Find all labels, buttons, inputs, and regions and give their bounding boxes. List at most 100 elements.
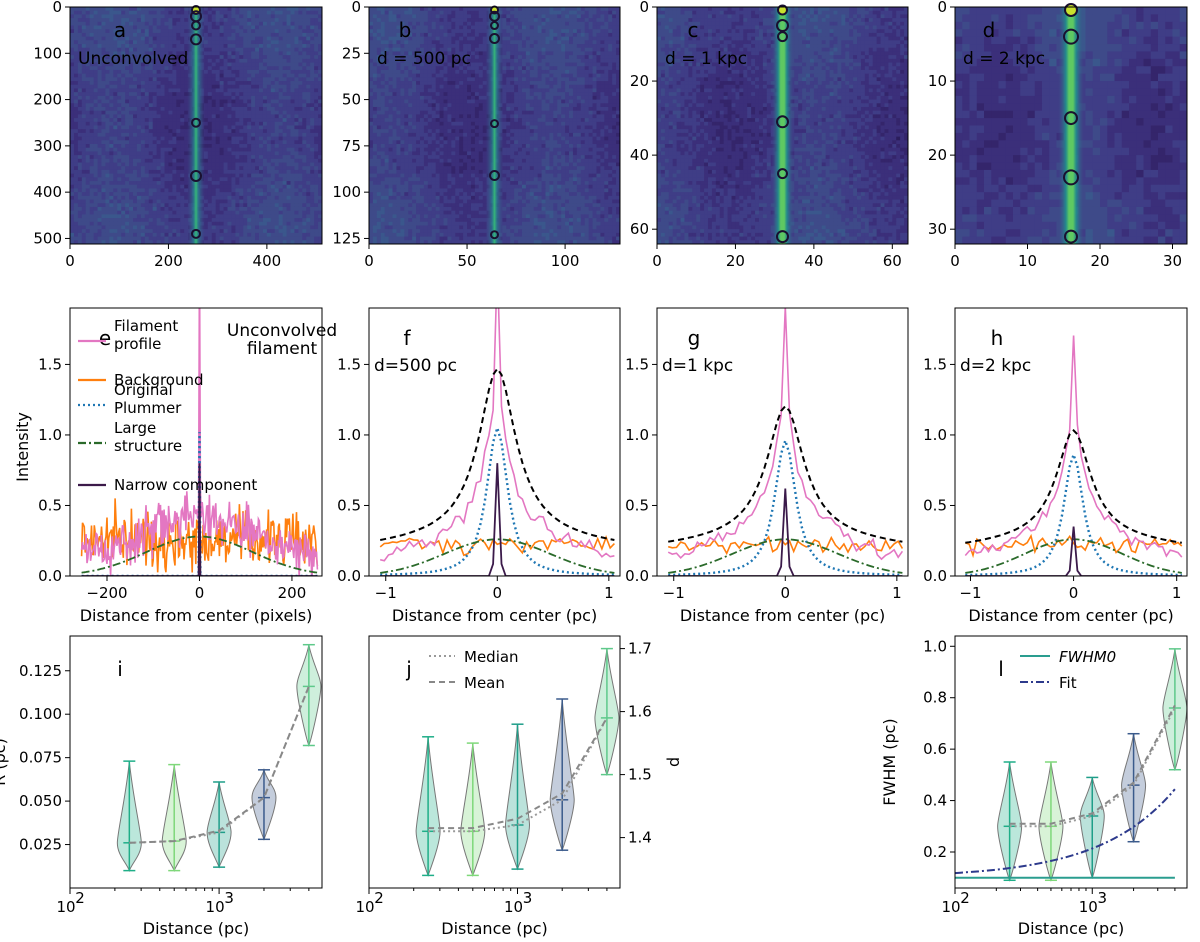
heatmap-cell — [140, 181, 146, 186]
heatmap-cell — [113, 166, 118, 171]
heatmap-cell — [294, 106, 299, 112]
heatmap-cell — [77, 106, 83, 112]
heatmap-cell — [443, 44, 448, 49]
heatmap-cell — [290, 236, 295, 241]
heatmap-cell — [121, 10, 126, 15]
heatmap-cell — [514, 40, 519, 45]
heatmap-cell — [77, 118, 83, 123]
heatmap-cell — [306, 29, 311, 34]
heatmap-cell — [255, 29, 260, 34]
heatmap-cell — [294, 225, 299, 230]
heatmap-cell — [298, 62, 303, 67]
heatmap-cell — [180, 210, 185, 215]
heatmap-cell — [380, 7, 386, 12]
heatmap-cell — [537, 47, 542, 52]
heatmap-cell — [423, 7, 429, 12]
heatmap-cell — [314, 240, 319, 245]
heatmap-cell — [113, 147, 118, 152]
heatmap-cell — [219, 66, 224, 71]
heatmap-cell — [109, 114, 114, 119]
heatmap-cell — [180, 81, 185, 86]
heatmap-cell — [148, 25, 154, 30]
heatmap-cell — [616, 51, 621, 56]
heatmap-cell — [251, 58, 256, 63]
heatmap-cell — [85, 47, 91, 52]
heatmap-cell — [85, 7, 91, 12]
heatmap-cell — [282, 158, 287, 163]
heatmap-cell — [93, 95, 98, 100]
heatmap-cell — [282, 210, 287, 215]
heatmap-cell — [215, 162, 221, 167]
heatmap-cell — [70, 58, 75, 63]
heatmap-cell — [576, 44, 582, 49]
heatmap-cell — [408, 36, 413, 41]
heatmap-cell — [262, 125, 268, 130]
heatmap-cell — [286, 14, 291, 19]
heatmap-cell — [219, 125, 224, 130]
heatmap-cell — [502, 21, 507, 26]
heatmap-cell — [259, 106, 264, 112]
heatmap-cell — [298, 10, 303, 15]
heatmap-cell — [101, 144, 106, 149]
heatmap-cell — [572, 25, 578, 30]
heatmap-cell — [73, 166, 79, 171]
heatmap-cell — [310, 73, 315, 78]
heatmap-cell — [310, 236, 315, 241]
heatmap-cell — [608, 7, 613, 12]
heatmap-cell — [561, 18, 566, 23]
heatmap-cell — [266, 51, 272, 56]
heatmap-cell — [81, 203, 87, 208]
heatmap-cell — [168, 132, 173, 138]
heatmap-cell — [239, 184, 244, 189]
heatmap-cell — [160, 166, 165, 171]
heatmap-cell — [136, 188, 142, 193]
heatmap-cell — [282, 18, 287, 23]
heatmap-cell — [180, 14, 185, 19]
heatmap-cell — [549, 40, 554, 45]
heatmap-cell — [294, 125, 299, 130]
heatmap-cell — [85, 118, 91, 123]
heatmap-cell — [310, 155, 315, 160]
heatmap-cell — [294, 66, 299, 71]
heatmap-cell — [156, 199, 161, 204]
heatmap-cell — [133, 229, 138, 234]
heatmap-cell — [404, 18, 409, 23]
heatmap-cell — [286, 169, 291, 175]
heatmap-cell — [569, 18, 574, 23]
heatmap-cell — [180, 151, 185, 156]
heatmap-cell — [152, 162, 158, 167]
heatmap-cell — [455, 51, 460, 56]
heatmap-cell — [310, 14, 315, 19]
heatmap-cell — [93, 106, 98, 112]
heatmap-cell — [569, 7, 574, 12]
heatmap-cell — [286, 195, 291, 200]
heatmap-cell — [259, 10, 264, 15]
heatmap-cell — [235, 84, 240, 89]
heatmap-cell — [274, 47, 280, 52]
heatmap-cell — [152, 84, 158, 89]
heatmap-cell — [180, 225, 185, 230]
heatmap-cell — [168, 203, 173, 208]
heatmap-cell — [294, 114, 299, 119]
heatmap-cell — [561, 21, 566, 26]
heatmap-cell — [294, 218, 299, 223]
heatmap-cell — [282, 99, 287, 104]
heatmap-cell — [160, 10, 165, 15]
heatmap-cell — [223, 58, 228, 63]
heatmap-cell — [231, 151, 236, 156]
heatmap-cell — [81, 166, 87, 171]
heatmap-cell — [262, 21, 268, 26]
heatmap-cell — [314, 69, 319, 75]
heatmap-cell — [290, 158, 295, 163]
heatmap-cell — [207, 162, 213, 167]
heatmap-cell — [129, 44, 134, 49]
heatmap-cell — [533, 29, 539, 34]
heatmap-cell — [160, 77, 165, 82]
heatmap-cell — [310, 40, 315, 45]
heatmap-cell — [259, 55, 264, 60]
heatmap-cell — [255, 136, 260, 141]
heatmap-cell — [270, 158, 276, 163]
heatmap-cell — [600, 32, 605, 38]
heatmap-cell — [180, 236, 185, 241]
heatmap-cell — [318, 192, 323, 197]
